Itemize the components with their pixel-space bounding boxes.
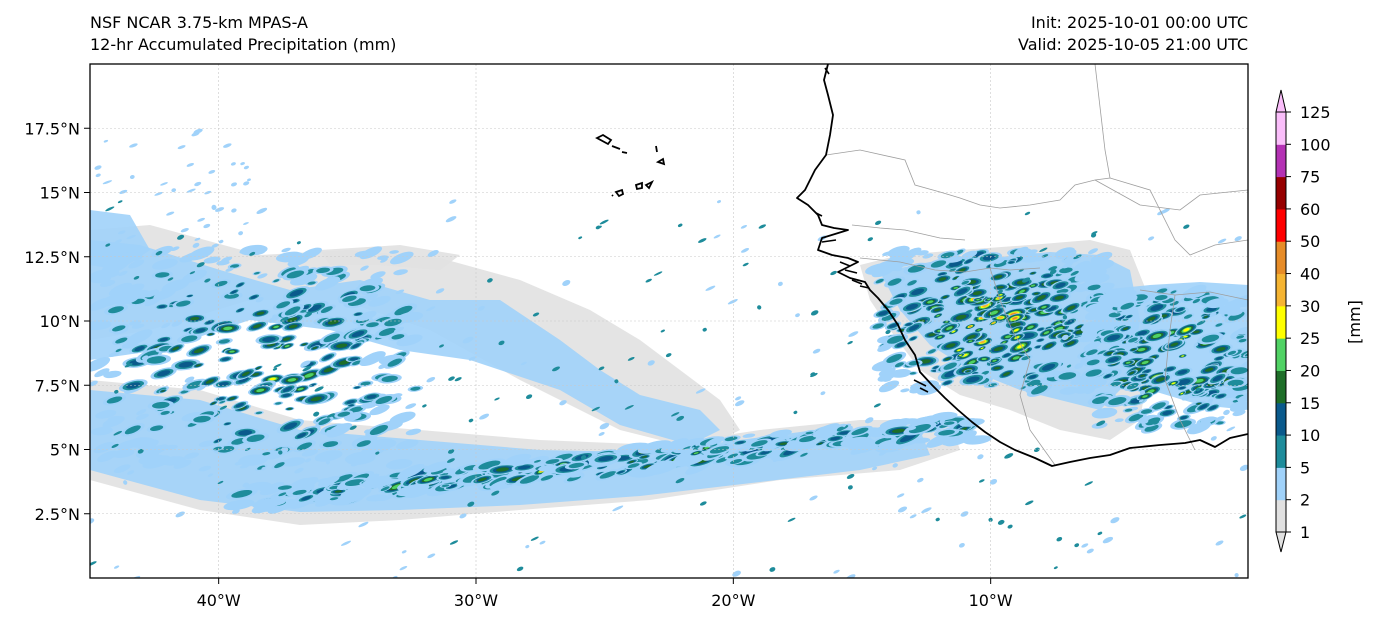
colorbar-tick-label: 60 <box>1300 200 1320 219</box>
border-line <box>1094 179 1248 211</box>
y-tick-label: 17.5°N <box>24 119 80 138</box>
x-tick-label: 40°W <box>197 591 241 610</box>
colorbar-tick-label: 75 <box>1300 168 1320 187</box>
border-line <box>989 267 1056 466</box>
colorbar-tick-label: 5 <box>1300 458 1310 477</box>
colorbar-frame <box>1275 111 1287 533</box>
colorbar-tick-label: 20 <box>1300 361 1320 380</box>
border-line <box>1139 289 1248 301</box>
border-line <box>859 257 1041 273</box>
colorbar-segment <box>1276 467 1286 501</box>
colorbar-tick-label: 40 <box>1300 265 1320 284</box>
colorbar-segment <box>1276 176 1286 210</box>
colorbar-segment <box>1276 370 1286 404</box>
colorbar-min-extension <box>1275 531 1287 553</box>
colorbar-segment <box>1276 499 1286 533</box>
colorbar-tick-label: 2 <box>1300 491 1310 510</box>
colorbar-segment <box>1276 305 1286 339</box>
gridlines <box>90 64 1248 578</box>
precipitation-field <box>90 128 1248 578</box>
coastline <box>796 64 1248 467</box>
x-tick-label: 10°W <box>969 591 1013 610</box>
y-tick-label: 5°N <box>50 441 80 460</box>
y-tick-label: 15°N <box>40 184 80 203</box>
y-tick-label: 12.5°N <box>24 248 80 267</box>
colorbar-segment <box>1276 402 1286 436</box>
colorbar-segment <box>1276 338 1286 371</box>
colorbar-tick-label: 15 <box>1300 394 1320 413</box>
colorbar-segment <box>1276 208 1286 242</box>
border-line <box>1164 294 1196 451</box>
coastline <box>815 67 929 393</box>
title-left: NSF NCAR 3.75-km MPAS-A 12-hr Accumulate… <box>90 12 396 56</box>
border-line <box>1109 177 1248 256</box>
colorbar-tick-label: 100 <box>1300 135 1331 154</box>
valid-time: Valid: 2025-10-05 21:00 UTC <box>1017 35 1248 54</box>
colorbar-tick-label: 1 <box>1300 523 1310 542</box>
colorbar-unit-label: [mm] <box>1345 300 1364 344</box>
x-tick-label: 20°W <box>711 591 755 610</box>
cape-verde-islands <box>595 133 666 198</box>
x-tick-label: 30°W <box>454 591 498 610</box>
colorbar-segment <box>1276 435 1286 468</box>
colorbar-tick-label: 50 <box>1300 232 1320 251</box>
land-features <box>595 64 1248 467</box>
init-time: Init: 2025-10-01 00:00 UTC <box>1030 13 1248 32</box>
colorbar-tick-label: 25 <box>1300 329 1320 348</box>
colorbar-tick-label: 10 <box>1300 426 1320 445</box>
y-tick-label: 7.5°N <box>35 376 80 395</box>
colorbar-tick-label: 125 <box>1300 103 1331 122</box>
colorbar-max-extension <box>1275 89 1287 113</box>
colorbar-segment <box>1276 241 1286 275</box>
axis-labels: 40°W 30°W 20°W 10°W 2.5°N 5°N 7.5°N 10°N 12.5°N 1… <box>24 119 1013 610</box>
colorbar-segment <box>1276 112 1286 145</box>
y-tick-label: 10°N <box>40 312 80 331</box>
colorbar-segment <box>1276 144 1286 178</box>
field-title: 12-hr Accumulated Precipitation (mm) <box>90 35 397 54</box>
border-line <box>851 224 966 241</box>
y-tick-label: 2.5°N <box>35 505 80 524</box>
model-title: NSF NCAR 3.75-km MPAS-A <box>90 13 308 32</box>
border-line <box>825 64 1111 209</box>
colorbar-tick-label: 30 <box>1300 297 1320 316</box>
colorbar-segment <box>1276 273 1286 307</box>
title-right: Init: 2025-10-01 00:00 UTC Valid: 2025-1… <box>1018 12 1248 56</box>
